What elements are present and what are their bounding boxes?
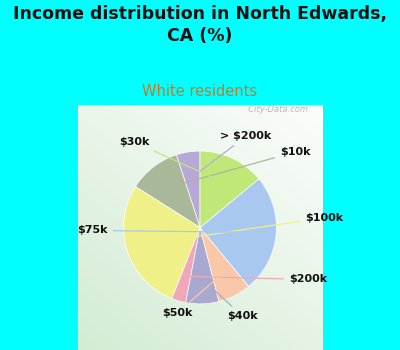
Text: $200k: $200k [188, 274, 327, 285]
Wedge shape [124, 187, 200, 299]
Text: $30k: $30k [119, 137, 219, 180]
Text: City-Data.com: City-Data.com [243, 105, 308, 114]
Wedge shape [186, 228, 219, 304]
Text: $100k: $100k [154, 213, 344, 243]
Text: > $200k: > $200k [194, 131, 272, 175]
Text: $75k: $75k [77, 225, 248, 236]
Text: White residents: White residents [142, 84, 258, 99]
Wedge shape [200, 151, 259, 228]
Text: $50k: $50k [162, 275, 221, 318]
Wedge shape [172, 228, 200, 303]
Wedge shape [136, 155, 200, 228]
Wedge shape [176, 151, 200, 228]
Wedge shape [200, 179, 276, 286]
Wedge shape [200, 228, 249, 302]
Text: Income distribution in North Edwards,
CA (%): Income distribution in North Edwards, CA… [13, 5, 387, 45]
Text: $10k: $10k [172, 147, 310, 187]
Text: $40k: $40k [204, 280, 258, 321]
